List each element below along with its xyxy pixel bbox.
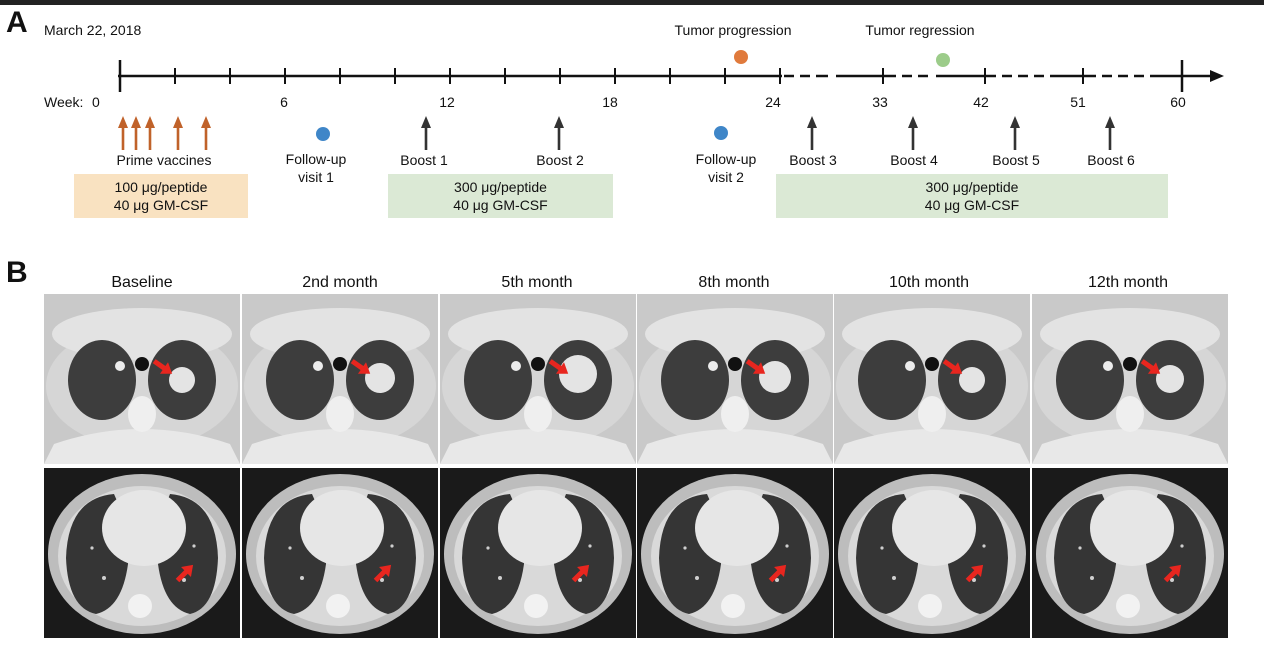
ct-scan-upper xyxy=(637,294,833,464)
month-label: 8th month xyxy=(698,274,770,291)
boost-2-label: Boost 2 xyxy=(536,152,584,168)
week-label: 6 xyxy=(280,94,288,110)
week-prefix: Week: xyxy=(44,94,84,110)
month-label: 12th month xyxy=(1087,274,1169,291)
lesion-arrow-icon xyxy=(768,564,787,583)
dose-box-boost-3-6: 300 μg/peptide 40 μg GM-CSF xyxy=(776,174,1168,218)
month-label: 5th month xyxy=(501,274,573,291)
lesion-arrow-icon xyxy=(571,564,590,583)
lesion-arrow-icon xyxy=(548,359,569,374)
ct-scan-lower xyxy=(440,468,636,638)
tumor-progression-label: Tumor progression xyxy=(674,22,792,38)
followup-visit-2-label: Follow-up visit 2 xyxy=(695,151,757,185)
start-date: March 22, 2018 xyxy=(44,22,142,38)
lesion-arrow-icon xyxy=(1163,564,1182,583)
boost-5-label: Boost 5 xyxy=(992,152,1040,168)
followup-visit-2-dot xyxy=(714,126,728,140)
dose-box-boost-1-2: 300 μg/peptide 40 μg GM-CSF xyxy=(388,174,613,218)
lesion-arrow-icon xyxy=(373,564,392,583)
ct-scan-upper xyxy=(242,294,438,464)
lesion-arrow-icon xyxy=(965,564,984,583)
week-label: 51 xyxy=(1070,94,1086,110)
boost-6-label: Boost 6 xyxy=(1087,152,1135,168)
month-label: 2nd month xyxy=(302,274,378,291)
ct-scan-upper xyxy=(1032,294,1228,464)
tumor-regression-dot xyxy=(936,53,950,67)
ct-scan-lower xyxy=(1032,468,1228,638)
ct-scan-upper xyxy=(44,294,240,464)
lesion-arrow-icon xyxy=(1140,359,1161,374)
month-label: 10th month xyxy=(888,274,970,291)
ct-scan-upper xyxy=(834,294,1030,464)
week-label: 33 xyxy=(872,94,888,110)
boost-1-label: Boost 1 xyxy=(400,152,448,168)
tumor-regression-label: Tumor regression xyxy=(865,22,975,38)
timeline-ticks xyxy=(118,60,1184,92)
panel-b-label: B xyxy=(6,256,28,289)
week-label: 0 xyxy=(92,94,100,110)
top-border xyxy=(0,0,1264,5)
week-label: 42 xyxy=(973,94,989,110)
boost-3-label: Boost 3 xyxy=(789,152,837,168)
lesion-arrow-icon xyxy=(350,359,371,374)
week-label: 60 xyxy=(1170,94,1186,110)
lesion-arrow-icon xyxy=(745,359,766,374)
week-label: 12 xyxy=(439,94,455,110)
timeline-diagram xyxy=(118,50,1224,150)
month-label: Baseline xyxy=(111,274,173,291)
ct-scan-lower xyxy=(242,468,438,638)
prime-vaccines-label: Prime vaccines xyxy=(116,152,212,168)
dose-box-prime: 100 μg/peptide 40 μg GM-CSF xyxy=(74,174,248,218)
ct-scan-lower xyxy=(44,468,240,638)
lesion-arrow-icon xyxy=(175,564,194,583)
panel-a-label: A xyxy=(6,6,28,39)
ct-scan-lower xyxy=(834,468,1030,638)
week-label: 18 xyxy=(602,94,618,110)
lesion-arrow-icon xyxy=(152,359,173,374)
followup-visit-1-dot xyxy=(316,127,330,141)
week-label: 24 xyxy=(765,94,781,110)
lesion-arrow-icon xyxy=(942,359,963,374)
timeline-arrowhead xyxy=(1210,70,1224,82)
boost-arrows xyxy=(421,116,1115,150)
followup-visit-1-label: Follow-up visit 1 xyxy=(285,151,347,185)
ct-scan-upper xyxy=(440,294,636,464)
boost-4-label: Boost 4 xyxy=(890,152,938,168)
prime-vaccine-arrows xyxy=(118,116,211,150)
tumor-progression-dot xyxy=(734,50,748,64)
ct-scan-lower xyxy=(637,468,833,638)
